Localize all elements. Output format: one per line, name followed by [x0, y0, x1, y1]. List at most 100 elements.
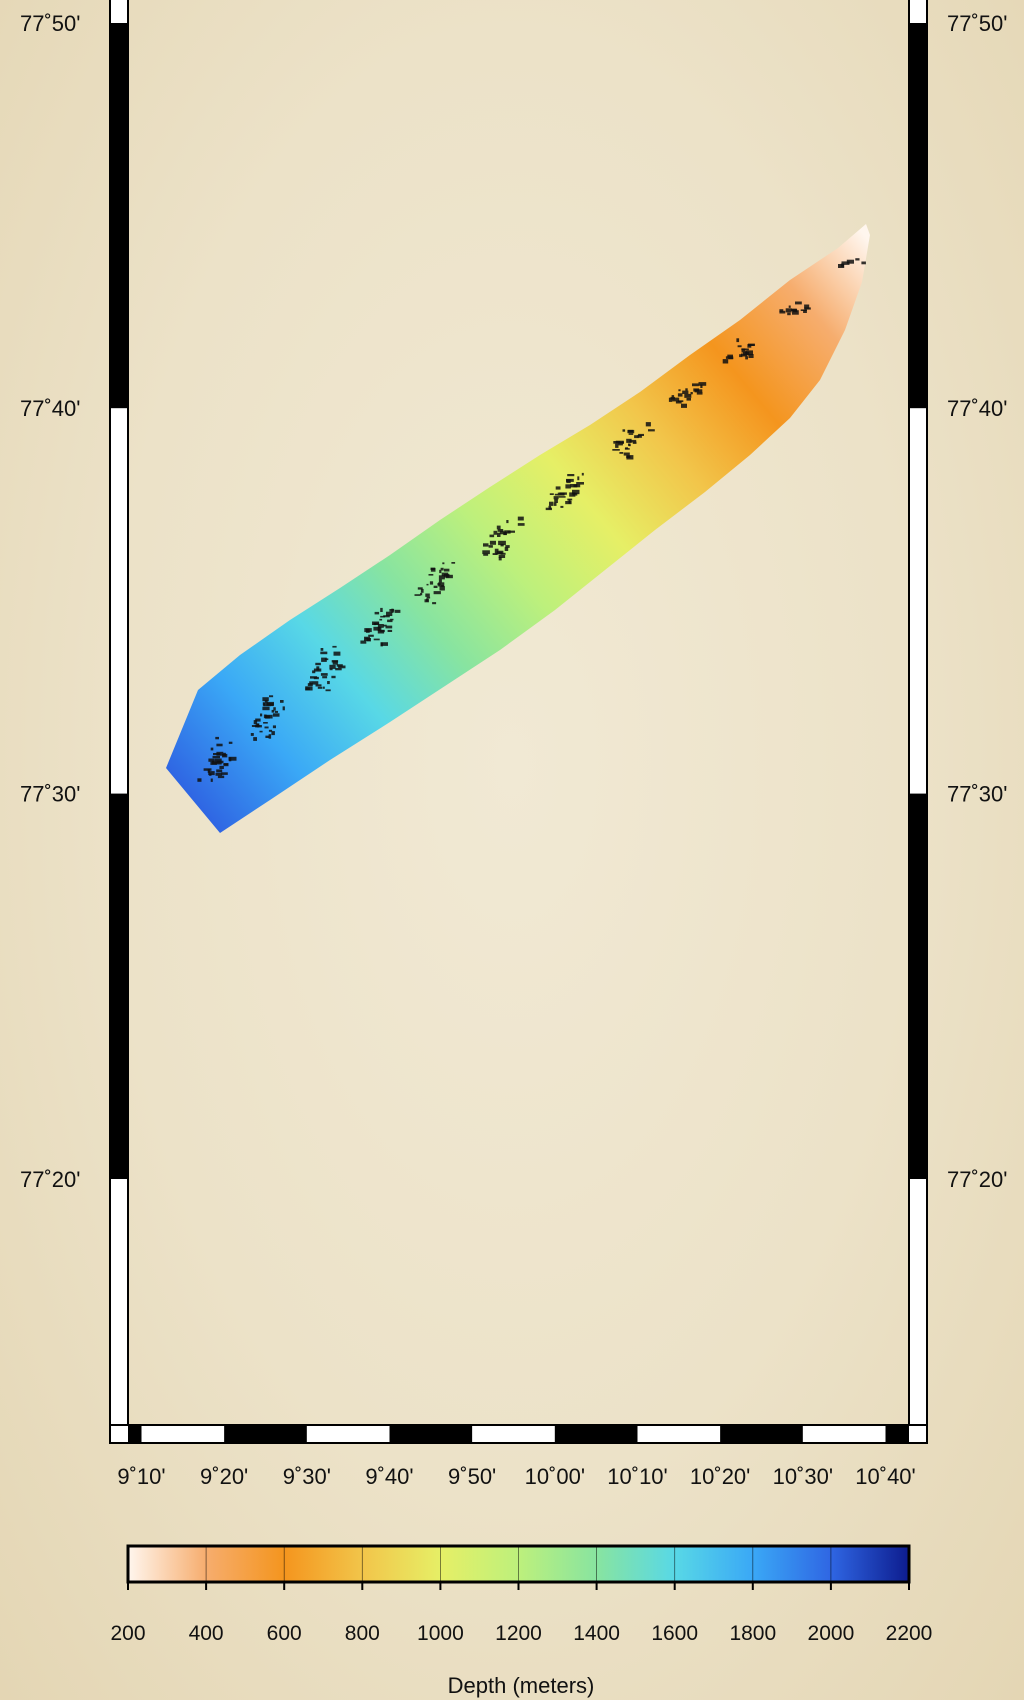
lat-label-left: 77˚50'	[20, 11, 80, 36]
contour-mark	[748, 343, 755, 346]
contour-mark	[426, 596, 431, 599]
contour-band	[668, 382, 707, 408]
contour-mark	[495, 552, 503, 555]
contour-mark	[441, 585, 444, 587]
contour-mark	[305, 686, 313, 691]
contour-mark	[621, 441, 624, 444]
contour-mark	[307, 683, 313, 686]
contour-mark	[615, 443, 619, 448]
contour-mark	[268, 729, 273, 732]
frame-lon-block	[885, 1426, 909, 1442]
colorbar-tick-label: 1000	[417, 1622, 464, 1645]
contour-mark	[364, 628, 372, 633]
contour-mark	[613, 441, 621, 444]
contour-mark	[549, 501, 554, 506]
contour-mark	[506, 520, 509, 524]
swath-surface	[166, 224, 870, 833]
contour-mark	[209, 773, 212, 776]
contour-band	[545, 472, 584, 511]
contour-mark	[489, 534, 495, 538]
contour-mark	[517, 523, 525, 526]
contour-mark	[567, 474, 575, 477]
contour-mark	[787, 312, 791, 316]
contour-mark	[568, 499, 571, 504]
contour-mark	[320, 648, 324, 651]
lon-label: 9˚10'	[117, 1464, 165, 1489]
bathymetry-swath	[166, 224, 870, 833]
contour-mark	[788, 305, 791, 308]
contour-mark	[208, 771, 215, 776]
contour-mark	[559, 492, 567, 495]
contour-mark	[722, 359, 729, 364]
contour-mark	[504, 547, 509, 551]
contour-mark	[212, 755, 220, 759]
contour-band	[612, 422, 655, 460]
contour-mark	[725, 356, 734, 359]
contour-mark	[700, 384, 703, 388]
contour-mark	[741, 348, 746, 353]
contour-mark	[555, 486, 561, 490]
contour-mark	[565, 501, 572, 505]
contour-mark	[489, 540, 496, 545]
contour-mark	[215, 772, 223, 776]
contour-mark	[373, 638, 380, 641]
contour-mark	[743, 351, 750, 356]
contour-mark	[273, 707, 276, 711]
contour-mark	[748, 354, 754, 358]
contour-mark	[549, 493, 554, 495]
contour-mark	[425, 593, 430, 597]
contour-mark	[270, 703, 274, 707]
contour-mark	[263, 722, 268, 724]
contour-mark	[682, 390, 689, 394]
contour-mark	[335, 667, 342, 671]
contour-mark	[438, 579, 442, 583]
contour-mark	[790, 308, 797, 311]
contour-mark	[271, 731, 275, 736]
colorbar-tick-label: 1800	[729, 1622, 776, 1645]
contour-mark	[315, 684, 322, 687]
frame-lat-block	[111, 793, 127, 1179]
contour-mark	[264, 700, 268, 704]
contour-mark	[383, 615, 390, 618]
contour-band	[482, 516, 525, 561]
contour-mark	[380, 642, 388, 646]
contour-mark	[271, 709, 275, 713]
contour-mark	[336, 664, 343, 667]
contour-mark	[677, 393, 683, 397]
contour-mark	[681, 403, 687, 408]
contour-mark	[263, 714, 267, 719]
contour-mark	[269, 695, 274, 698]
contour-mark	[632, 441, 637, 444]
contour-mark	[309, 681, 312, 685]
lat-label-right: 77˚50'	[947, 11, 1007, 36]
contour-band	[779, 301, 811, 316]
contour-mark	[553, 502, 557, 506]
contour-mark	[622, 429, 626, 432]
frame-lat-block	[111, 23, 127, 409]
contour-mark	[440, 567, 444, 571]
contour-mark	[572, 489, 580, 495]
contour-mark	[383, 624, 387, 627]
contour-mark	[577, 476, 580, 481]
contour-mark	[675, 401, 682, 404]
contour-mark	[274, 710, 278, 713]
contour-mark	[373, 626, 382, 631]
contour-mark	[322, 686, 325, 689]
contour-mark	[493, 530, 498, 535]
contour-mark	[628, 433, 634, 435]
lon-label: 9˚20'	[200, 1464, 248, 1489]
contour-mark	[438, 575, 445, 580]
contour-mark	[222, 753, 228, 758]
contour-mark	[439, 586, 445, 591]
contour-mark	[377, 630, 385, 634]
colorbar-tick-label: 1400	[573, 1622, 620, 1645]
frame-lat-block	[910, 793, 926, 1179]
lon-label: 10˚40'	[855, 1464, 915, 1489]
contour-mark	[619, 452, 624, 454]
contour-mark	[558, 496, 566, 498]
contour-mark	[451, 562, 456, 564]
colorbar-tick-label: 200	[110, 1622, 145, 1645]
contour-mark	[315, 662, 321, 666]
contour-mark	[625, 447, 628, 450]
